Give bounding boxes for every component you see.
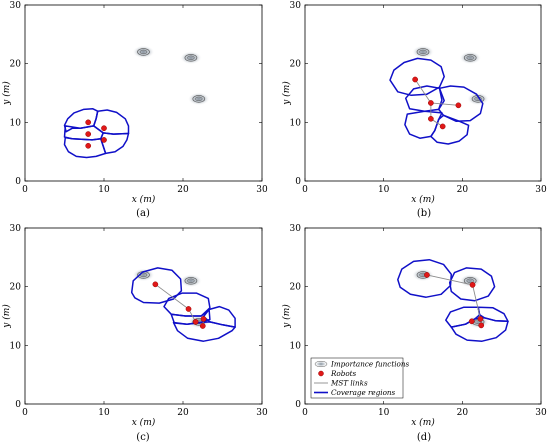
robot-point [455,102,462,109]
x-tick-label: 10 [98,185,110,195]
robot-point [185,306,192,312]
robot-point [192,319,199,325]
y-tick-label: 30 [10,1,22,11]
plot-frame [24,4,263,182]
y-tick-label: 20 [290,60,302,70]
x-tick-label: 30 [256,185,268,195]
x-tick-label: 20 [177,185,189,195]
robot-point [85,142,92,149]
coverage-region [130,267,183,304]
robot-point [412,76,418,83]
panel-caption: (d) [417,432,431,443]
robot-point [85,119,92,126]
robot-point [101,125,107,132]
x-tick-label: 30 [535,185,547,195]
mst-link [472,284,481,320]
robot-point [428,115,434,122]
y-tick-label: 0 [295,400,301,410]
panel-d: 0 10 20 30 0 10 20 30 x (m) y (m) (d) Importance fu… [281,224,547,443]
x-axis-label: x (m) [411,194,435,205]
y-tick-label: 10 [10,341,22,351]
x-tick-label: 30 [535,408,547,418]
robot-point [152,281,159,288]
robot-point [200,316,207,322]
y-axis-label: y (m) [1,81,12,106]
panel-b: 0 10 20 30 0 10 20 30 x (m) y (m) (b) [281,1,547,219]
importance-function-marker [179,274,202,288]
x-tick-label: 10 [378,185,390,195]
robot-point [199,323,206,329]
robot-point [428,100,434,106]
legend-entry-label: Importance functions [330,360,409,369]
robot-point [101,137,107,143]
coverage-region [430,114,470,145]
legend-entry-label: Robots [330,369,357,378]
y-tick-label: 10 [10,118,22,128]
y-tick-label: 30 [10,224,22,234]
x-axis-label: x (m) [132,417,156,428]
panel-caption: (b) [417,208,431,219]
x-tick-label: 0 [302,185,308,195]
x-tick-label: 0 [22,408,28,418]
importance-function-marker [412,45,434,59]
panel-caption: (a) [136,208,150,219]
x-axis-label: x (m) [132,194,156,205]
y-tick-label: 20 [10,60,22,70]
x-tick-label: 0 [302,408,308,418]
robot-point [85,131,92,137]
plot-frame [24,227,263,405]
importance-function-marker [412,268,434,282]
coverage-region [100,132,130,155]
y-axis-label: y (m) [1,304,12,329]
x-tick-label: 20 [177,408,189,418]
y-tick-label: 20 [10,283,22,293]
plot-frame [304,4,542,182]
y-axis-label: y (m) [281,81,292,106]
mst-link [430,102,459,106]
robot-point [477,316,484,322]
legend-robot-swatch [318,370,324,377]
importance-function-marker [459,51,482,65]
coverage-region [448,267,496,302]
y-tick-label: 30 [290,224,302,234]
x-axis-label: x (m) [411,417,435,428]
y-tick-label: 0 [295,177,301,187]
robot-point [439,123,446,130]
y-tick-label: 30 [290,1,302,11]
y-tick-label: 10 [290,118,302,128]
coverage-region [404,85,445,112]
coverage-region [437,85,484,122]
robot-point [424,272,430,278]
importance-function-marker [179,51,202,65]
y-tick-label: 0 [15,177,21,187]
panel-a: 0 10 20 30 0 10 20 30 x (m) y (m) (a) [1,1,268,219]
x-tick-label: 20 [457,185,469,195]
x-tick-label: 20 [457,408,469,418]
y-tick-label: 10 [290,341,302,351]
legend-entry-label: MST links [330,379,368,388]
y-tick-label: 20 [290,283,302,293]
mst-link [426,274,473,286]
x-tick-label: 30 [256,408,268,418]
robot-point [468,318,475,325]
robot-point [469,282,476,288]
mst-link [414,79,432,104]
x-tick-label: 10 [378,408,390,418]
coverage-region [63,136,107,159]
x-tick-label: 0 [22,185,28,195]
importance-function-marker [467,92,490,106]
panel-c: 0 10 20 30 0 10 20 30 x (m) y (m) (c) [1,224,268,443]
x-tick-label: 10 [98,408,110,418]
y-axis-label: y (m) [281,304,292,329]
panel-caption: (c) [136,432,150,443]
legend-importance-swatch [314,360,328,368]
legend-entry-label: Coverage regions [331,388,396,397]
importance-function-marker [132,45,155,59]
y-tick-label: 0 [15,400,21,410]
mst-link [155,283,189,310]
robot-point [478,322,485,329]
importance-function-marker [187,92,210,106]
